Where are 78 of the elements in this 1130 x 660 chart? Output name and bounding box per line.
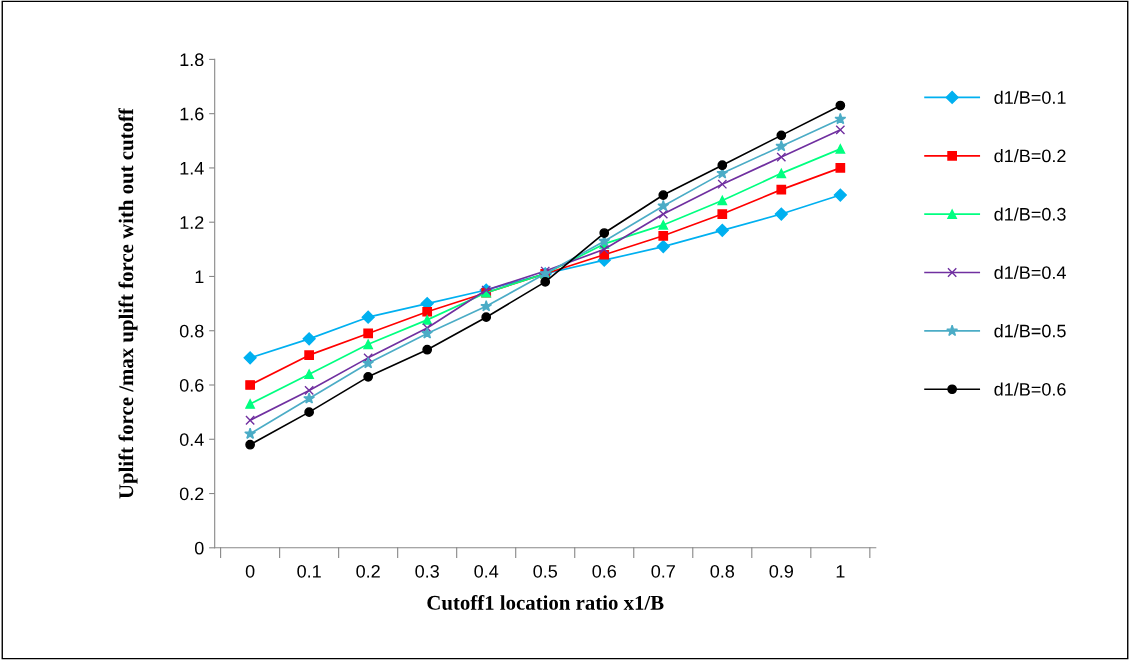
point — [835, 100, 846, 111]
point — [362, 357, 375, 369]
legend-label: d1/B=0.3 — [994, 207, 1066, 221]
x-tick-label: 0.8 — [710, 564, 735, 578]
point — [540, 277, 551, 287]
point — [835, 163, 846, 173]
x-tick-label: 0.3 — [415, 564, 439, 578]
point — [834, 112, 847, 125]
point — [658, 209, 669, 219]
point — [658, 190, 669, 200]
legend-label: d1/B=0.5 — [994, 324, 1066, 338]
point — [774, 207, 788, 221]
point — [245, 380, 255, 390]
point — [717, 209, 728, 219]
point — [599, 228, 610, 238]
point — [302, 332, 316, 346]
point — [245, 399, 255, 409]
x-tick-label: 0.5 — [533, 564, 558, 578]
point — [835, 144, 846, 154]
x-tick-label: 1 — [836, 565, 845, 578]
y-axis-title: Uplift force /max uplift force with out cutoff — [118, 107, 138, 499]
point — [245, 415, 255, 426]
point — [363, 328, 374, 339]
point — [658, 220, 669, 230]
point — [304, 407, 314, 417]
y-tick-label: 0.8 — [179, 324, 204, 338]
point — [244, 427, 257, 440]
point — [304, 369, 314, 380]
point — [715, 223, 729, 237]
point — [657, 199, 670, 212]
x-tick-label: 0.9 — [769, 564, 794, 578]
point — [776, 152, 787, 162]
point — [480, 300, 493, 312]
point — [422, 344, 433, 355]
y-tick-label: 0.2 — [179, 487, 204, 501]
point — [245, 439, 255, 450]
y-tick-label: 1.8 — [180, 53, 204, 67]
x-tick-label: 0.6 — [592, 564, 616, 578]
y-tick-label: 1 — [195, 270, 204, 284]
point — [835, 125, 846, 135]
legend-label: d1/B=0.2 — [994, 149, 1066, 163]
legend-label: d1/B=0.4 — [994, 265, 1066, 280]
point — [363, 339, 374, 350]
point — [599, 244, 610, 255]
point — [833, 188, 847, 202]
point — [304, 385, 314, 396]
x-axis-title: Cutoff1 location ratio x1/B — [427, 594, 664, 610]
point — [422, 315, 433, 325]
point — [776, 168, 787, 179]
legend-label: d1/B=0.6 — [994, 382, 1066, 396]
x-tick-label: 0.4 — [474, 564, 499, 578]
point — [717, 160, 728, 171]
x-tick-label: 0 — [245, 564, 255, 578]
point — [776, 184, 787, 195]
point — [422, 306, 433, 317]
y-tick-label: 0.6 — [179, 378, 204, 392]
point — [658, 230, 669, 241]
point — [361, 310, 375, 324]
point — [481, 312, 492, 323]
x-tick-label: 0.1 — [297, 564, 321, 578]
y-tick-label: 1.2 — [180, 216, 204, 229]
point — [421, 327, 434, 339]
legend-label: d1/B=0.1 — [994, 90, 1066, 104]
point — [656, 240, 670, 254]
point — [717, 179, 728, 190]
point — [363, 371, 374, 382]
point — [717, 195, 728, 206]
x-tick-label: 0.7 — [651, 564, 675, 578]
point — [303, 392, 316, 404]
y-tick-label: 0 — [194, 541, 204, 555]
point — [775, 139, 788, 152]
point — [304, 350, 314, 361]
x-tick-label: 0.2 — [356, 564, 380, 578]
y-tick-label: 1.4 — [180, 162, 204, 175]
y-tick-label: 0.4 — [179, 433, 204, 446]
point — [243, 351, 257, 365]
point — [776, 130, 787, 141]
y-tick-label: 1.6 — [180, 107, 204, 121]
